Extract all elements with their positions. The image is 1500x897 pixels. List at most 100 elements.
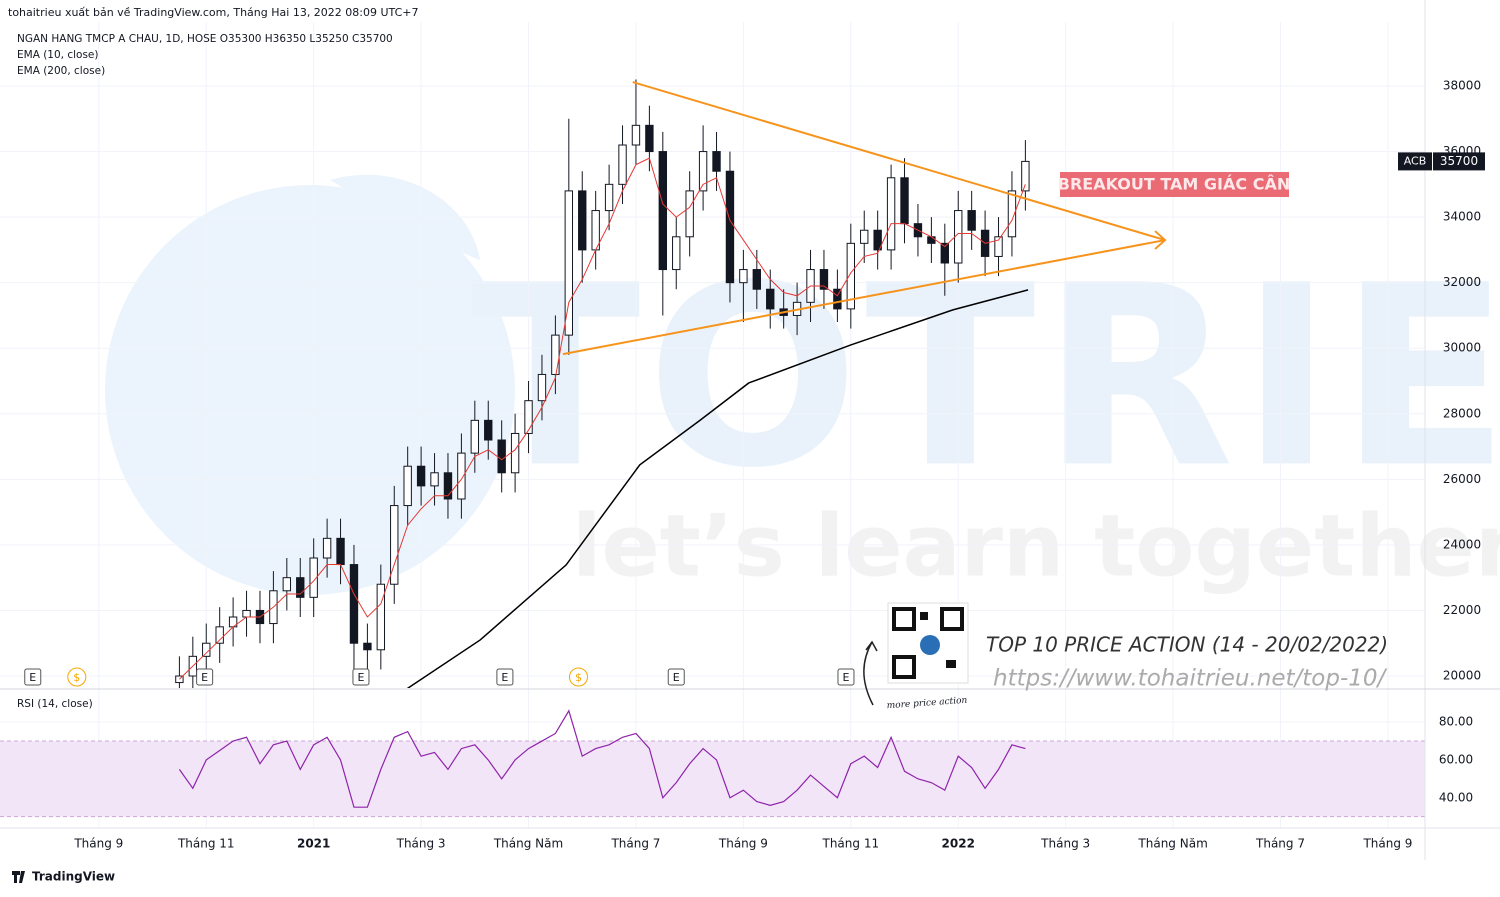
x-tick-label: Tháng Năm [1137, 837, 1207, 851]
candle-body [886, 177, 896, 251]
arrowhead [1154, 230, 1167, 250]
legend-ema200: EMA (200, close) [17, 65, 105, 77]
event-marker [196, 668, 214, 686]
candle-body [484, 419, 493, 441]
candle-body [900, 177, 909, 225]
event-marker [24, 668, 42, 686]
axes: Tháng 9 Tháng 11 2021 Tháng 3 Tháng Năm Tháng… [0, 0, 1500, 860]
candle-body [282, 577, 292, 592]
candle-body [242, 609, 251, 618]
footer-logo [12, 871, 25, 883]
qr-dot [946, 660, 956, 668]
qr-finder [892, 607, 916, 631]
y-tick-label: 28000 [1443, 406, 1481, 420]
candle-body [940, 242, 950, 264]
candle-body [766, 288, 775, 310]
x-tick-label: Tháng 9 [718, 837, 768, 851]
symbol-line: NGAN HANG TMCP A CHAU, 1D, HOSE O35300 H… [17, 33, 393, 45]
event-marker [352, 668, 370, 686]
event-marker [837, 668, 855, 686]
candle-body [631, 124, 641, 146]
candle-body [712, 151, 721, 172]
candle-body [416, 465, 426, 487]
event-label: E [201, 671, 208, 684]
candle-body [322, 537, 332, 559]
event-marker [667, 668, 685, 686]
rsi-tick-label: 80.00 [1439, 715, 1473, 729]
rsi-line [178, 709, 1026, 808]
candle-body [564, 190, 574, 336]
rsi-pane [0, 709, 1425, 818]
candle-body [819, 269, 829, 290]
candle-body [752, 269, 762, 290]
x-tick-label: Tháng 9 [1362, 837, 1412, 851]
watermark-logo [105, 185, 515, 595]
candle-body [658, 151, 668, 271]
candle-body [685, 190, 694, 238]
event-marker [496, 668, 514, 686]
price-pane [175, 79, 1166, 688]
y-tick-label: 24000 [1443, 537, 1481, 551]
candle-body [470, 419, 480, 454]
footer: TradingView [32, 870, 115, 884]
price-label-value: 35700 [1440, 154, 1478, 168]
annotation: BREAKOUT TAM GIÁC CÂN [1058, 175, 1290, 194]
event-label: E [357, 671, 364, 684]
candle-body [994, 236, 1003, 257]
candle-body [537, 373, 547, 402]
watermark-brand: TOTRIEU [470, 231, 1500, 522]
candle-body [376, 583, 386, 651]
candle-body [443, 472, 453, 500]
candle-body [363, 642, 372, 651]
event-label: E [501, 671, 508, 684]
x-tick-label: 2021 [297, 837, 330, 851]
candle-body [927, 236, 936, 244]
y-tick-label: 30000 [1443, 341, 1481, 355]
candle-body [215, 626, 224, 644]
candle-body [604, 183, 614, 212]
trendline [562, 239, 1166, 356]
x-tick-label: Tháng 7 [1255, 837, 1305, 851]
candle-body [967, 210, 976, 231]
candle-body [645, 124, 654, 153]
candle-body [873, 229, 882, 251]
candle-body [618, 144, 627, 185]
candle-body [833, 288, 842, 310]
candle-body [954, 210, 963, 264]
candle-body [551, 334, 560, 375]
candle-body [578, 190, 587, 251]
legend-ema10: EMA (10, close) [17, 49, 99, 61]
event-label: E [29, 671, 36, 684]
candle-body [403, 465, 412, 507]
candle-body [309, 557, 318, 598]
candle-body [349, 564, 359, 644]
candle-body [524, 400, 533, 434]
publisher: tohaitrieu xuất bản về TradingView.com, … [8, 6, 419, 19]
promo-url: https://www.tohaitrieu.net/top-10/ [993, 666, 1388, 692]
event-label: $ [73, 671, 80, 684]
event-label: E [842, 671, 849, 684]
event-marker [568, 667, 588, 687]
candle-body [1021, 160, 1030, 192]
x-tick-label: Tháng 11 [822, 837, 880, 851]
trendline [632, 81, 1166, 242]
event-label: E [673, 671, 680, 684]
promo-title: TOP 10 PRICE ACTION (14 - 20/02/2022) [986, 633, 1388, 657]
candle-body [390, 505, 399, 585]
candle-body [457, 452, 466, 500]
qr-dot [920, 612, 928, 620]
x-tick-label: 2022 [942, 837, 975, 851]
candle-body [497, 439, 506, 474]
event-marker [67, 667, 87, 687]
promo-arrow [863, 640, 878, 706]
ema-line [179, 157, 1026, 680]
x-tick-label: Tháng Năm [493, 837, 563, 851]
rsi-band [0, 741, 1425, 817]
candle-body [510, 432, 520, 474]
price-label-symbol: ACB [1404, 154, 1427, 167]
candle-body [698, 151, 708, 192]
candle-body [672, 236, 681, 271]
price-label-box [1433, 152, 1485, 171]
x-tick-label: Tháng 3 [396, 837, 446, 851]
